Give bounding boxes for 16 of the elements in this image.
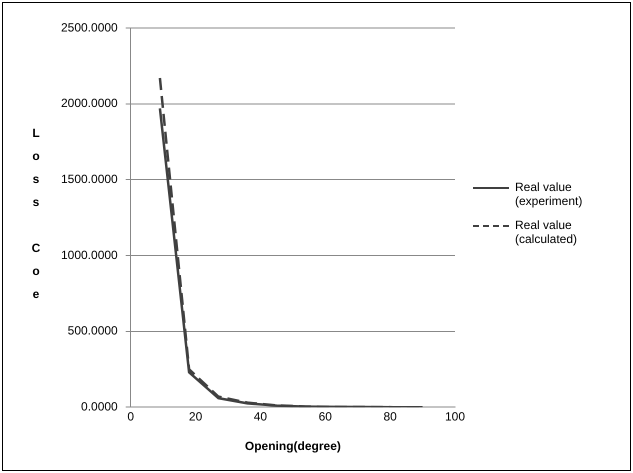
y-axis-title: Loss Coe — [29, 126, 43, 310]
y-tick-label: 0.0000 — [81, 400, 118, 414]
legend-label: Real value (experiment) — [515, 180, 584, 208]
y-tick-label: 1000.0000 — [60, 248, 118, 262]
y-tick-label: 2000.0000 — [60, 96, 118, 110]
x-tick-label: 100 — [444, 410, 466, 424]
x-tick-label: 0 — [127, 410, 134, 424]
legend-label: Real value (calculated) — [515, 218, 578, 246]
y-tick-label: 1500.0000 — [60, 172, 118, 186]
y-tick-label: 500.0000 — [68, 324, 118, 338]
x-tick-label: 40 — [254, 410, 268, 424]
y-tick-label: 2500.0000 — [60, 20, 118, 34]
x-axis-title: Opening(degree) — [244, 439, 341, 454]
x-tick-label: 60 — [318, 410, 332, 424]
x-tick-label: 20 — [188, 410, 203, 424]
x-tick-label: 80 — [383, 410, 398, 424]
